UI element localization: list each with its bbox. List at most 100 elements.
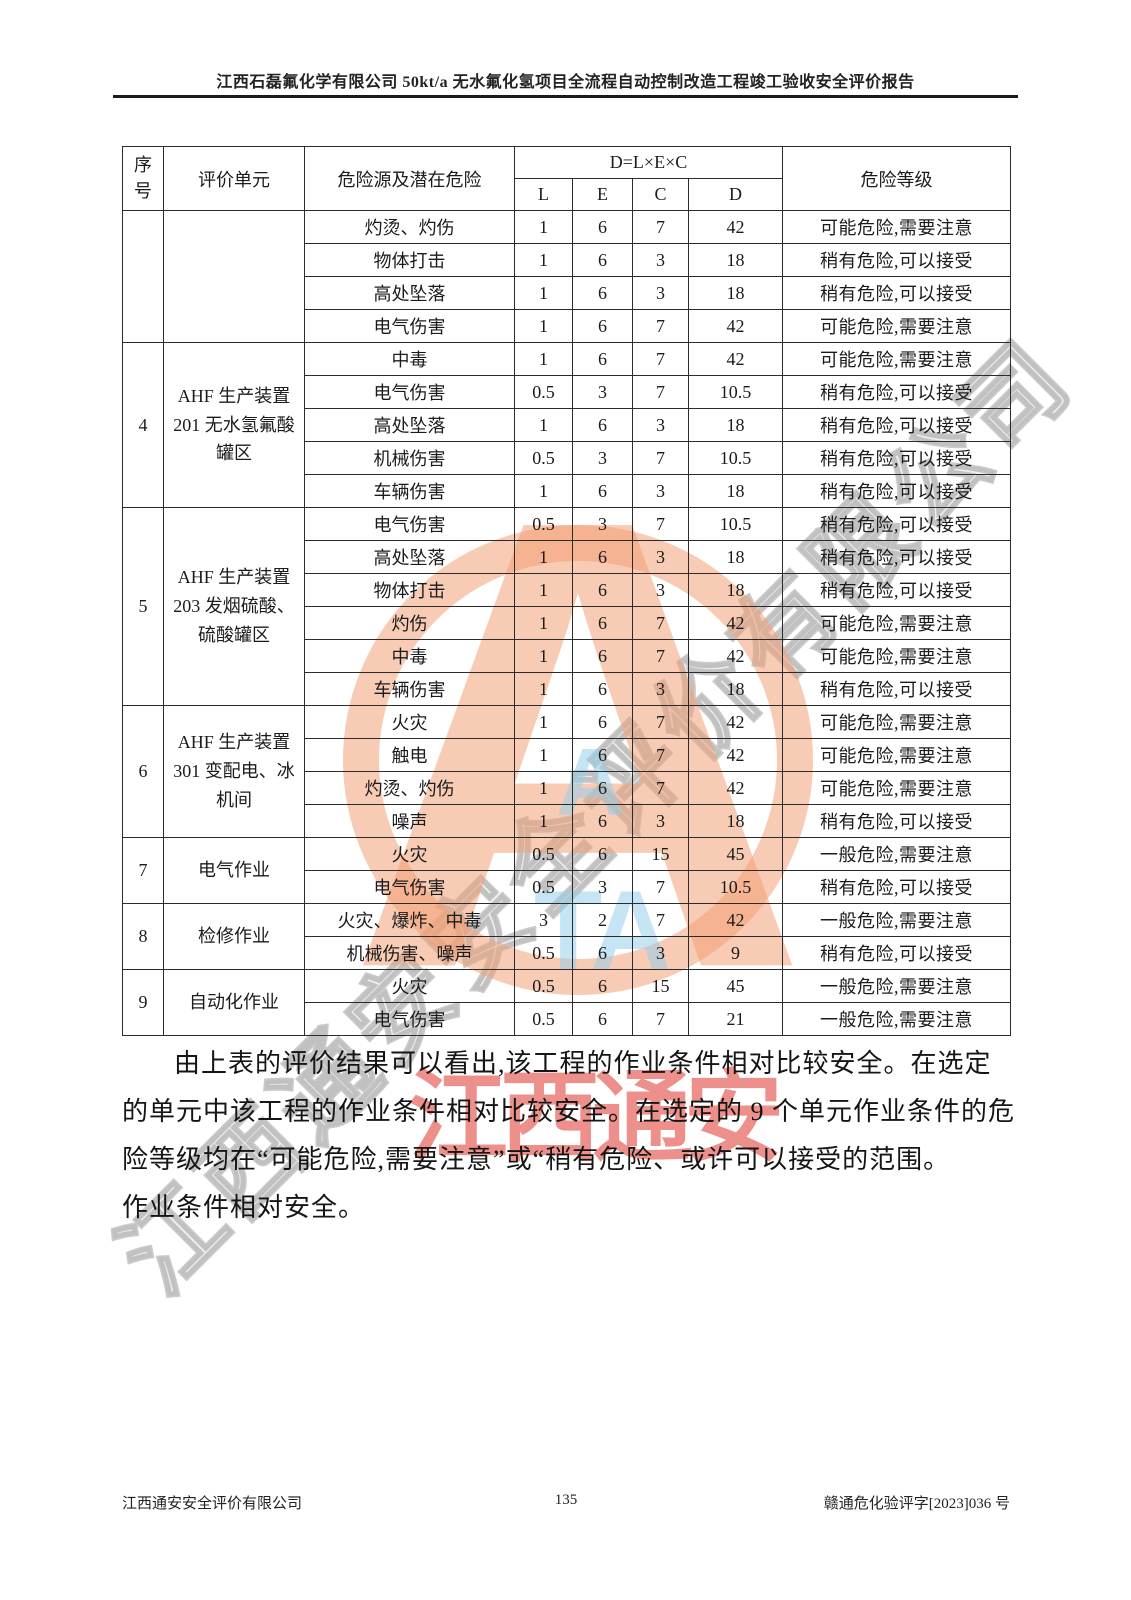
hazard-cell: 高处坠落 (304, 408, 515, 442)
risk-cell: 可能危险,需要注意 (782, 738, 1012, 772)
d-value: 18 (687, 408, 784, 442)
hazard-cell: 噪声 (304, 804, 515, 838)
risk-cell: 稍有危险,可以接受 (782, 474, 1012, 508)
risk-cell: 一般危险,需要注意 (782, 903, 1012, 937)
d-value: 18 (687, 672, 784, 706)
hazard-cell: 高处坠落 (304, 276, 515, 310)
e-value: 6 (572, 804, 633, 838)
header-divider (113, 95, 1018, 98)
e-value: 6 (572, 771, 633, 805)
table-row: 电气伤害 1 6 7 42 可能危险,需要注意 (123, 309, 1012, 343)
l-value: 1 (514, 474, 573, 508)
d-value: 42 (687, 771, 784, 805)
c-value: 7 (632, 309, 689, 343)
l-value: 1 (514, 738, 573, 772)
column-header-l: L (514, 178, 573, 211)
seq-cell: 7 (122, 837, 164, 904)
e-value: 3 (572, 507, 633, 541)
l-value: 1 (514, 804, 573, 838)
c-value: 3 (632, 573, 689, 607)
l-value: 0.5 (514, 441, 573, 475)
e-value: 3 (572, 441, 633, 475)
d-value: 42 (687, 639, 784, 673)
column-header-d: D (687, 178, 784, 211)
l-value: 1 (514, 705, 573, 739)
seq-cell: 9 (122, 969, 164, 1036)
c-value: 7 (632, 606, 689, 640)
c-value: 7 (632, 342, 689, 376)
d-value: 45 (687, 837, 784, 871)
risk-cell: 稍有危险,可以接受 (782, 441, 1012, 475)
column-header-e: E (572, 178, 633, 211)
table-row: 6 AHF 生产装置 301 变配电、冰机间 火灾 1 6 7 42 可能危险,需要注意 (122, 705, 1012, 838)
e-value: 6 (572, 309, 633, 343)
hazard-cell: 车辆伤害 (304, 474, 515, 508)
unit-cell: AHF 生产装置 301 变配电、冰机间 (163, 705, 305, 838)
e-value: 6 (572, 837, 633, 871)
paragraph-line: 作业条件相对安全。 (122, 1193, 366, 1222)
c-value: 7 (632, 375, 689, 409)
table-body: 灼烫、灼伤 1 6 7 42 可能危险,需要注意 物体打击 1 6 3 18 稍有危险,可以接受 高处坠… (122, 210, 1012, 1036)
d-value: 10.5 (687, 507, 784, 541)
d-value: 18 (687, 276, 784, 310)
e-value: 2 (572, 903, 633, 937)
c-value: 3 (632, 540, 689, 574)
c-value: 3 (632, 804, 689, 838)
risk-evaluation-table: 序号 评价单元 危险源及潜在危险 D=L×E×C 危险等级 L E C D 灼烫… (122, 146, 1012, 1036)
l-value: 0.5 (514, 870, 573, 904)
table-row: 高处坠落 1 6 3 18 稍有危险,可以接受 (123, 408, 1012, 442)
risk-cell: 可能危险,需要注意 (782, 639, 1012, 673)
table-row: 电气伤害 0.5 6 7 21 一般危险,需要注意 (123, 1002, 1012, 1036)
seq-cell (122, 210, 164, 343)
d-value: 9 (687, 936, 784, 970)
d-value: 18 (687, 243, 784, 277)
hazard-cell: 物体打击 (304, 243, 515, 277)
e-value: 6 (572, 672, 633, 706)
risk-cell: 可能危险,需要注意 (782, 210, 1012, 244)
l-value: 1 (514, 408, 573, 442)
l-value: 3 (514, 903, 573, 937)
c-value: 7 (632, 210, 689, 244)
unit-cell: AHF 生产装置 201 无水氢氟酸罐区 (163, 342, 305, 508)
risk-cell: 稍有危险,可以接受 (782, 672, 1012, 706)
table-row: 5 AHF 生产装置 203 发烟硫酸、硫酸罐区 电气伤害 0.5 3 7 10.5 稍有危险… (122, 507, 1012, 706)
l-value: 0.5 (514, 1002, 573, 1036)
c-value: 7 (632, 639, 689, 673)
table-row: 高处坠落 1 6 3 18 稍有危险,可以接受 (123, 276, 1012, 310)
risk-cell: 一般危险,需要注意 (782, 969, 1012, 1003)
c-value: 3 (632, 276, 689, 310)
table-header: 序号 评价单元 危险源及潜在危险 D=L×E×C 危险等级 L E C D (122, 146, 1012, 211)
seq-cell: 4 (122, 342, 164, 508)
d-value: 42 (687, 606, 784, 640)
c-value: 3 (632, 672, 689, 706)
c-value: 15 (632, 837, 689, 871)
c-value: 7 (632, 1002, 689, 1036)
risk-cell: 稍有危险,可以接受 (782, 540, 1012, 574)
hazard-cell: 火灾 (304, 837, 515, 871)
hazard-cell: 高处坠落 (304, 540, 515, 574)
hazard-cell: 电气伤害 (304, 375, 515, 409)
d-value: 42 (687, 210, 784, 244)
d-value: 42 (687, 738, 784, 772)
l-value: 1 (514, 573, 573, 607)
table-row: 9 自动化作业 火灾 0.5 6 15 45 一般危险,需要注意 (122, 969, 1012, 1036)
risk-cell: 稍有危险,可以接受 (782, 375, 1012, 409)
risk-cell: 可能危险,需要注意 (782, 771, 1012, 805)
e-value: 6 (572, 738, 633, 772)
e-value: 6 (572, 705, 633, 739)
risk-cell: 稍有危险,可以接受 (782, 408, 1012, 442)
hazard-cell: 电气伤害 (304, 870, 515, 904)
l-value: 0.5 (514, 936, 573, 970)
hazard-cell: 灼伤 (304, 606, 515, 640)
hazard-cell: 机械伤害 (304, 441, 515, 475)
c-value: 3 (632, 243, 689, 277)
d-value: 21 (687, 1002, 784, 1036)
l-value: 1 (514, 672, 573, 706)
e-value: 6 (572, 276, 633, 310)
unit-cell: 电气作业 (163, 837, 305, 904)
risk-cell: 可能危险,需要注意 (782, 705, 1012, 739)
c-value: 7 (632, 705, 689, 739)
c-value: 3 (632, 936, 689, 970)
unit-cell: 自动化作业 (163, 969, 305, 1036)
